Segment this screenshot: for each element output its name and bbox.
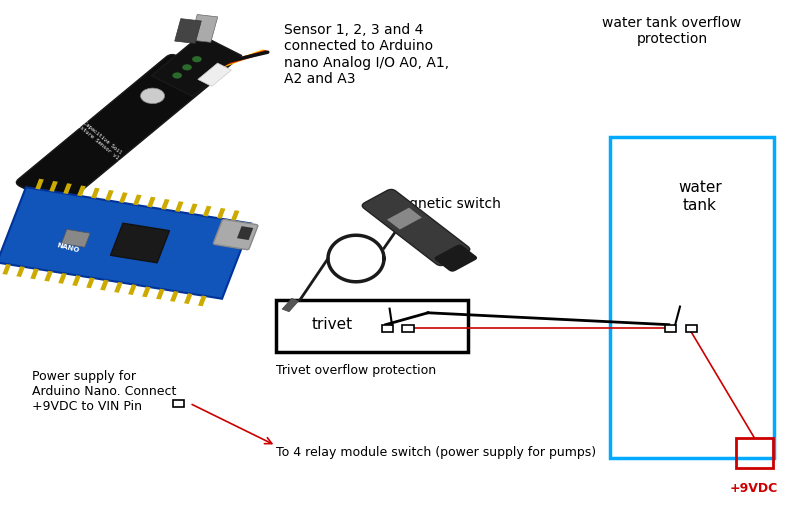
Bar [610,137,774,458]
FancyBboxPatch shape [362,189,470,266]
Bar [161,199,170,210]
Bar [203,206,211,217]
Bar [58,273,66,284]
FancyBboxPatch shape [16,54,216,206]
Bar [72,275,81,286]
Bar [217,208,226,219]
Bar [402,325,414,332]
Bar [44,271,53,282]
Bar [86,278,94,288]
Bar [282,298,298,312]
Bar [142,286,150,297]
Text: water
tank: water tank [678,180,722,212]
Bar [156,288,165,299]
Text: Trivet overflow protection: Trivet overflow protection [276,364,436,377]
Bar [174,19,202,43]
Bar [184,293,193,304]
Bar [170,291,178,302]
Text: NANO: NANO [56,242,80,254]
Bar [151,35,242,96]
Bar [190,14,218,42]
Bar [91,188,100,199]
Text: trivet: trivet [311,317,353,332]
Text: To 4 relay module switch (power supply for pumps): To 4 relay module switch (power supply f… [276,446,596,459]
Bar [119,192,128,203]
Bar [198,63,231,86]
Circle shape [141,88,165,103]
Bar [35,179,44,190]
Circle shape [192,56,202,62]
Text: +9VDC: +9VDC [730,482,778,495]
Bar [105,190,114,201]
Text: Power supply for
Arduino Nano. Connect
+9VDC to VIN Pin: Power supply for Arduino Nano. Connect +… [32,370,176,413]
Bar [114,282,122,293]
Bar [128,284,137,295]
Text: water tank overflow
protection: water tank overflow protection [602,16,742,45]
Bar [100,280,109,291]
Bar [133,194,142,205]
Bar [382,325,393,332]
Bar [387,208,422,230]
Bar [198,296,206,306]
Bar [30,268,39,279]
Bar [50,181,58,192]
Bar [173,400,184,407]
Bar [0,187,251,299]
Bar [62,230,90,247]
Bar [16,266,25,277]
Text: Capacitive Soil
Moisture Sensor v1.2: Capacitive Soil Moisture Sensor v1.2 [72,115,128,164]
Circle shape [182,64,192,70]
FancyBboxPatch shape [434,245,477,272]
Bar [665,325,676,332]
Circle shape [172,72,182,79]
Bar [77,186,86,196]
Text: Sensor 1, 2, 3 and 4
connected to Arduino
nano Analog I/O A0, A1,
A2 and A3: Sensor 1, 2, 3 and 4 connected to Arduin… [284,23,449,86]
Bar [147,196,155,207]
Bar [110,223,170,263]
Bar [686,325,697,332]
FancyBboxPatch shape [214,219,258,250]
Bar [276,300,468,352]
Text: magnetic switch: magnetic switch [387,197,501,211]
Bar [231,210,239,221]
Bar [2,264,11,275]
Bar [63,183,72,194]
Bar [175,201,183,212]
Bar [237,226,254,240]
Bar [736,438,773,468]
Bar [189,204,198,214]
